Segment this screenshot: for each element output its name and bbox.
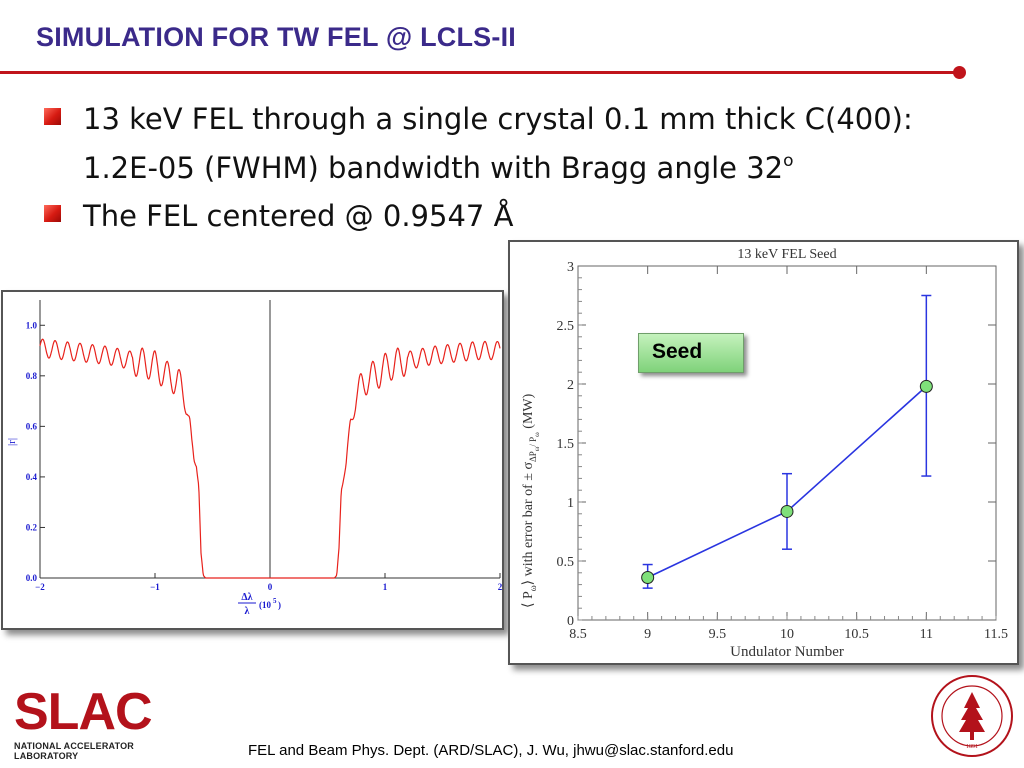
y-axis-label: |r|	[6, 438, 18, 446]
x-label-numerator: Δλ	[241, 592, 252, 603]
x-tick-label: 8.5	[569, 627, 587, 642]
slac-logo: SLAC NATIONAL ACCELERATOR LABORATORY	[14, 683, 194, 761]
bullet-list: 13 keV FEL through a single crystal 0.1 …	[44, 98, 1004, 243]
x-label-unit: (10	[259, 600, 271, 610]
x-tick-label: 0	[268, 582, 273, 592]
plot-frame	[577, 265, 997, 621]
y-axis-label-part: ⟨ P	[521, 591, 536, 608]
x-tick-label: 2	[498, 582, 502, 592]
bullet-line: The FEL centered @ 0.9547 Å	[83, 199, 514, 233]
bullet-text: The FEL centered @ 0.9547 Å	[83, 195, 513, 237]
stanford-seal-icon: 1891	[931, 675, 1013, 757]
y-axis-label-part: ΔP	[528, 451, 538, 462]
y-tick-label: 0.5	[557, 555, 575, 570]
y-axis-label-part: ⟩ with error bar of ± σ	[521, 462, 536, 586]
x-tick-label: 1	[383, 582, 388, 592]
x-tick-label: 9.5	[709, 627, 727, 642]
bullet-line: 13 keV FEL through a single crystal 0.1 …	[83, 102, 913, 136]
data-point	[641, 571, 655, 585]
x-tick-label: 11.5	[984, 627, 1008, 642]
chart-title: 13 keV FEL Seed	[737, 247, 836, 262]
y-axis-label-part: ω	[533, 446, 541, 451]
x-label-close: )	[278, 600, 281, 610]
y-tick-label: 1.0	[26, 320, 38, 330]
y-tick-label: 0	[567, 614, 574, 629]
x-tick-label: 9	[644, 627, 651, 642]
reflectivity-chart-panel: −2 −1 0 1 2 0.0 0.2 0.4 0.6 0.8 1.0 |r| Δλ λ (10 5)	[1, 290, 504, 630]
seed-power-chart-panel: 13 keV FEL Seed 8.5 9 9.5 10 10.5 11 11.5 0 0.5 1 1…	[508, 240, 1019, 665]
x-label-denominator: λ	[245, 606, 250, 617]
reflectivity-curve	[39, 338, 501, 579]
y-axis-label: ⟨ Pω⟩ with error bar of ± σΔPω/ Pω (MW)	[521, 393, 541, 608]
y-tick-label: 1	[567, 496, 574, 511]
data-point	[780, 504, 794, 518]
x-tick-label: 11	[920, 627, 933, 642]
footer-credit: FEL and Beam Phys. Dept. (ARD/SLAC), J. …	[248, 742, 734, 759]
y-tick-label: 3	[567, 260, 574, 275]
x-tick-label: 10	[780, 627, 794, 642]
title-rule	[0, 71, 960, 74]
x-label-exponent: 5	[273, 597, 277, 605]
y-tick-label: 2	[567, 378, 574, 393]
bullet-text: 13 keV FEL through a single crystal 0.1 …	[83, 98, 913, 189]
seed-label-box: Seed	[638, 333, 744, 373]
bullet-square-icon	[44, 108, 61, 125]
bullet-item: The FEL centered @ 0.9547 Å	[44, 195, 1004, 237]
seal-year: 1891	[966, 744, 978, 750]
x-axis-label: Undulator Number	[730, 644, 844, 660]
y-tick-label: 0.4	[26, 472, 38, 482]
bullet-line: 1.2E-05 (FWHM) bandwidth with Bragg angl…	[83, 140, 913, 189]
data-point	[919, 379, 933, 393]
degree-superscript: o	[783, 151, 794, 171]
y-tick-label: 0.8	[26, 371, 38, 381]
y-axis-label-part: ω	[528, 585, 538, 591]
y-axis-label-part: / P	[528, 437, 538, 447]
y-tick-label: 0.2	[26, 522, 38, 532]
bullet-line-text: 1.2E-05 (FWHM) bandwidth with Bragg angl…	[83, 151, 784, 185]
reflectivity-chart: −2 −1 0 1 2 0.0 0.2 0.4 0.6 0.8 1.0 |r| Δλ λ (10 5)	[6, 300, 503, 617]
x-tick-label: 10.5	[844, 627, 869, 642]
y-axis-label-part: (MW)	[521, 393, 536, 432]
y-tick-label: 2.5	[557, 319, 575, 334]
slide-title: SIMULATION FOR TW FEL @ LCLS-II	[36, 22, 516, 52]
y-tick-label: 0.0	[26, 573, 38, 583]
x-tick-label: −2	[35, 582, 45, 592]
title-rule-dot	[953, 66, 966, 79]
slac-logo-subtitle: NATIONAL ACCELERATOR LABORATORY	[14, 741, 134, 761]
y-tick-label: 0.6	[26, 421, 38, 431]
slac-logo-word: SLAC	[14, 683, 153, 741]
bullet-item: 13 keV FEL through a single crystal 0.1 …	[44, 98, 1004, 189]
y-tick-label: 1.5	[557, 437, 575, 452]
x-tick-label: −1	[150, 582, 160, 592]
bullet-square-icon	[44, 205, 61, 222]
y-axis-label-part: ω	[533, 432, 541, 437]
